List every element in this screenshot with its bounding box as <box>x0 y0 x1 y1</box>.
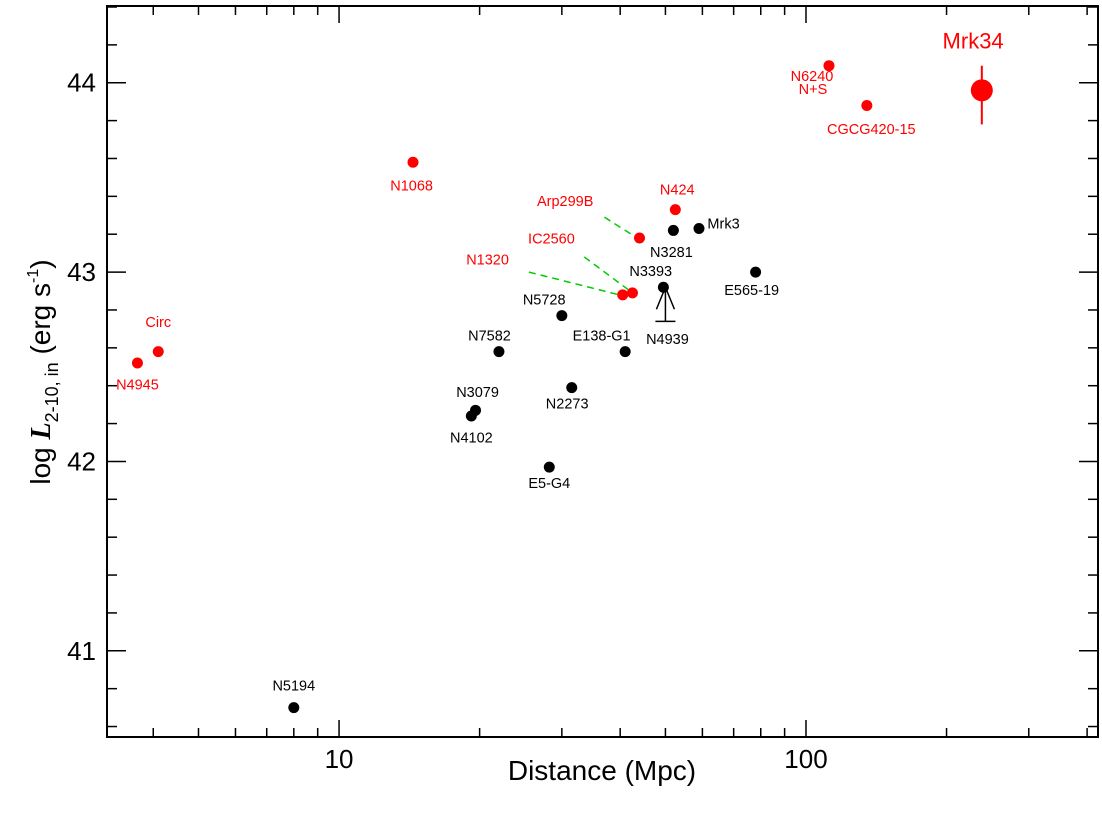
point-label: N+S <box>799 82 828 98</box>
data-point <box>669 204 681 216</box>
point-labels: N5194 N4102 N3079 N7582 E5-G4 N5728 N2273 E138-… <box>116 29 1004 695</box>
y-axis-title-symbol: L <box>26 422 57 440</box>
plot-area-border <box>106 5 1099 738</box>
point-label: Circ <box>145 315 171 331</box>
point-label: N4939 <box>646 332 689 348</box>
limit-arrow-head <box>655 285 676 310</box>
data-point <box>543 461 555 473</box>
data-point <box>750 266 762 278</box>
data-point <box>493 346 505 358</box>
point-label: CGCG420-15 <box>827 122 916 138</box>
data-point <box>152 346 164 358</box>
y-axis-title-unit-exponent: -1 <box>25 269 42 283</box>
point-label: N4945 <box>116 377 159 393</box>
y-axis-title-unit: (erg s <box>25 283 56 362</box>
connector-lines <box>528 216 638 296</box>
data-point <box>626 287 638 299</box>
data-point <box>407 156 419 168</box>
y-axis-title-unit-close: ) <box>25 259 56 268</box>
point-label: N3079 <box>456 385 499 401</box>
point-label: N1068 <box>390 179 433 195</box>
point-label: Arp299B <box>537 194 593 210</box>
point-label: N3393 <box>629 264 672 280</box>
point-label: N3281 <box>650 245 693 261</box>
data-point <box>470 404 482 416</box>
n1320-connector <box>528 271 620 296</box>
point-label: Mrk3 <box>707 217 739 233</box>
x-tick-label: 10 <box>325 744 354 774</box>
point-label: N424 <box>660 182 695 198</box>
point-label: N6240 <box>791 69 834 85</box>
data-point <box>556 310 568 322</box>
y-axis-title: log L2-10, in (erg s-1) <box>25 259 62 484</box>
point-label: Mrk34 <box>943 29 1004 54</box>
data-point <box>667 224 679 236</box>
y-axis-title-prefix: log <box>25 439 56 484</box>
x-axis-title: Distance (Mpc) <box>508 755 696 786</box>
data-point <box>693 223 705 235</box>
data-point <box>566 382 578 394</box>
y-tick-label: 41 <box>67 636 96 666</box>
data-point <box>619 346 631 358</box>
y-tick-label: 44 <box>67 68 96 98</box>
point-label: E138-G1 <box>573 328 631 344</box>
data-point <box>131 357 143 369</box>
y-tick-label: 42 <box>67 446 96 476</box>
point-label: N5728 <box>523 292 566 308</box>
tick-labels: 10 100 41 42 43 44 <box>67 68 828 774</box>
y-tick-label: 43 <box>67 257 96 287</box>
data-point <box>970 79 993 102</box>
point-label: IC2560 <box>528 232 575 248</box>
point-label: N1320 <box>466 253 509 269</box>
data-point <box>617 289 629 301</box>
data-markers <box>131 60 993 714</box>
point-label: E5-G4 <box>528 476 570 492</box>
point-label: N7582 <box>468 328 511 344</box>
point-label: N5194 <box>272 679 315 695</box>
point-label: N4102 <box>450 431 493 447</box>
axis-ticks <box>108 6 1097 736</box>
y-axis-title-subscript: 2-10, in <box>42 362 62 422</box>
data-point <box>288 702 300 714</box>
point-label: N2273 <box>546 396 589 412</box>
arp299b-connector <box>603 216 638 239</box>
ic2560-connector <box>583 256 631 292</box>
data-point <box>861 99 873 111</box>
point-label: E565-19 <box>724 283 779 299</box>
x-tick-label: 100 <box>784 744 827 774</box>
data-point <box>823 60 835 72</box>
plot-frame <box>106 5 1099 738</box>
data-point <box>634 232 646 244</box>
